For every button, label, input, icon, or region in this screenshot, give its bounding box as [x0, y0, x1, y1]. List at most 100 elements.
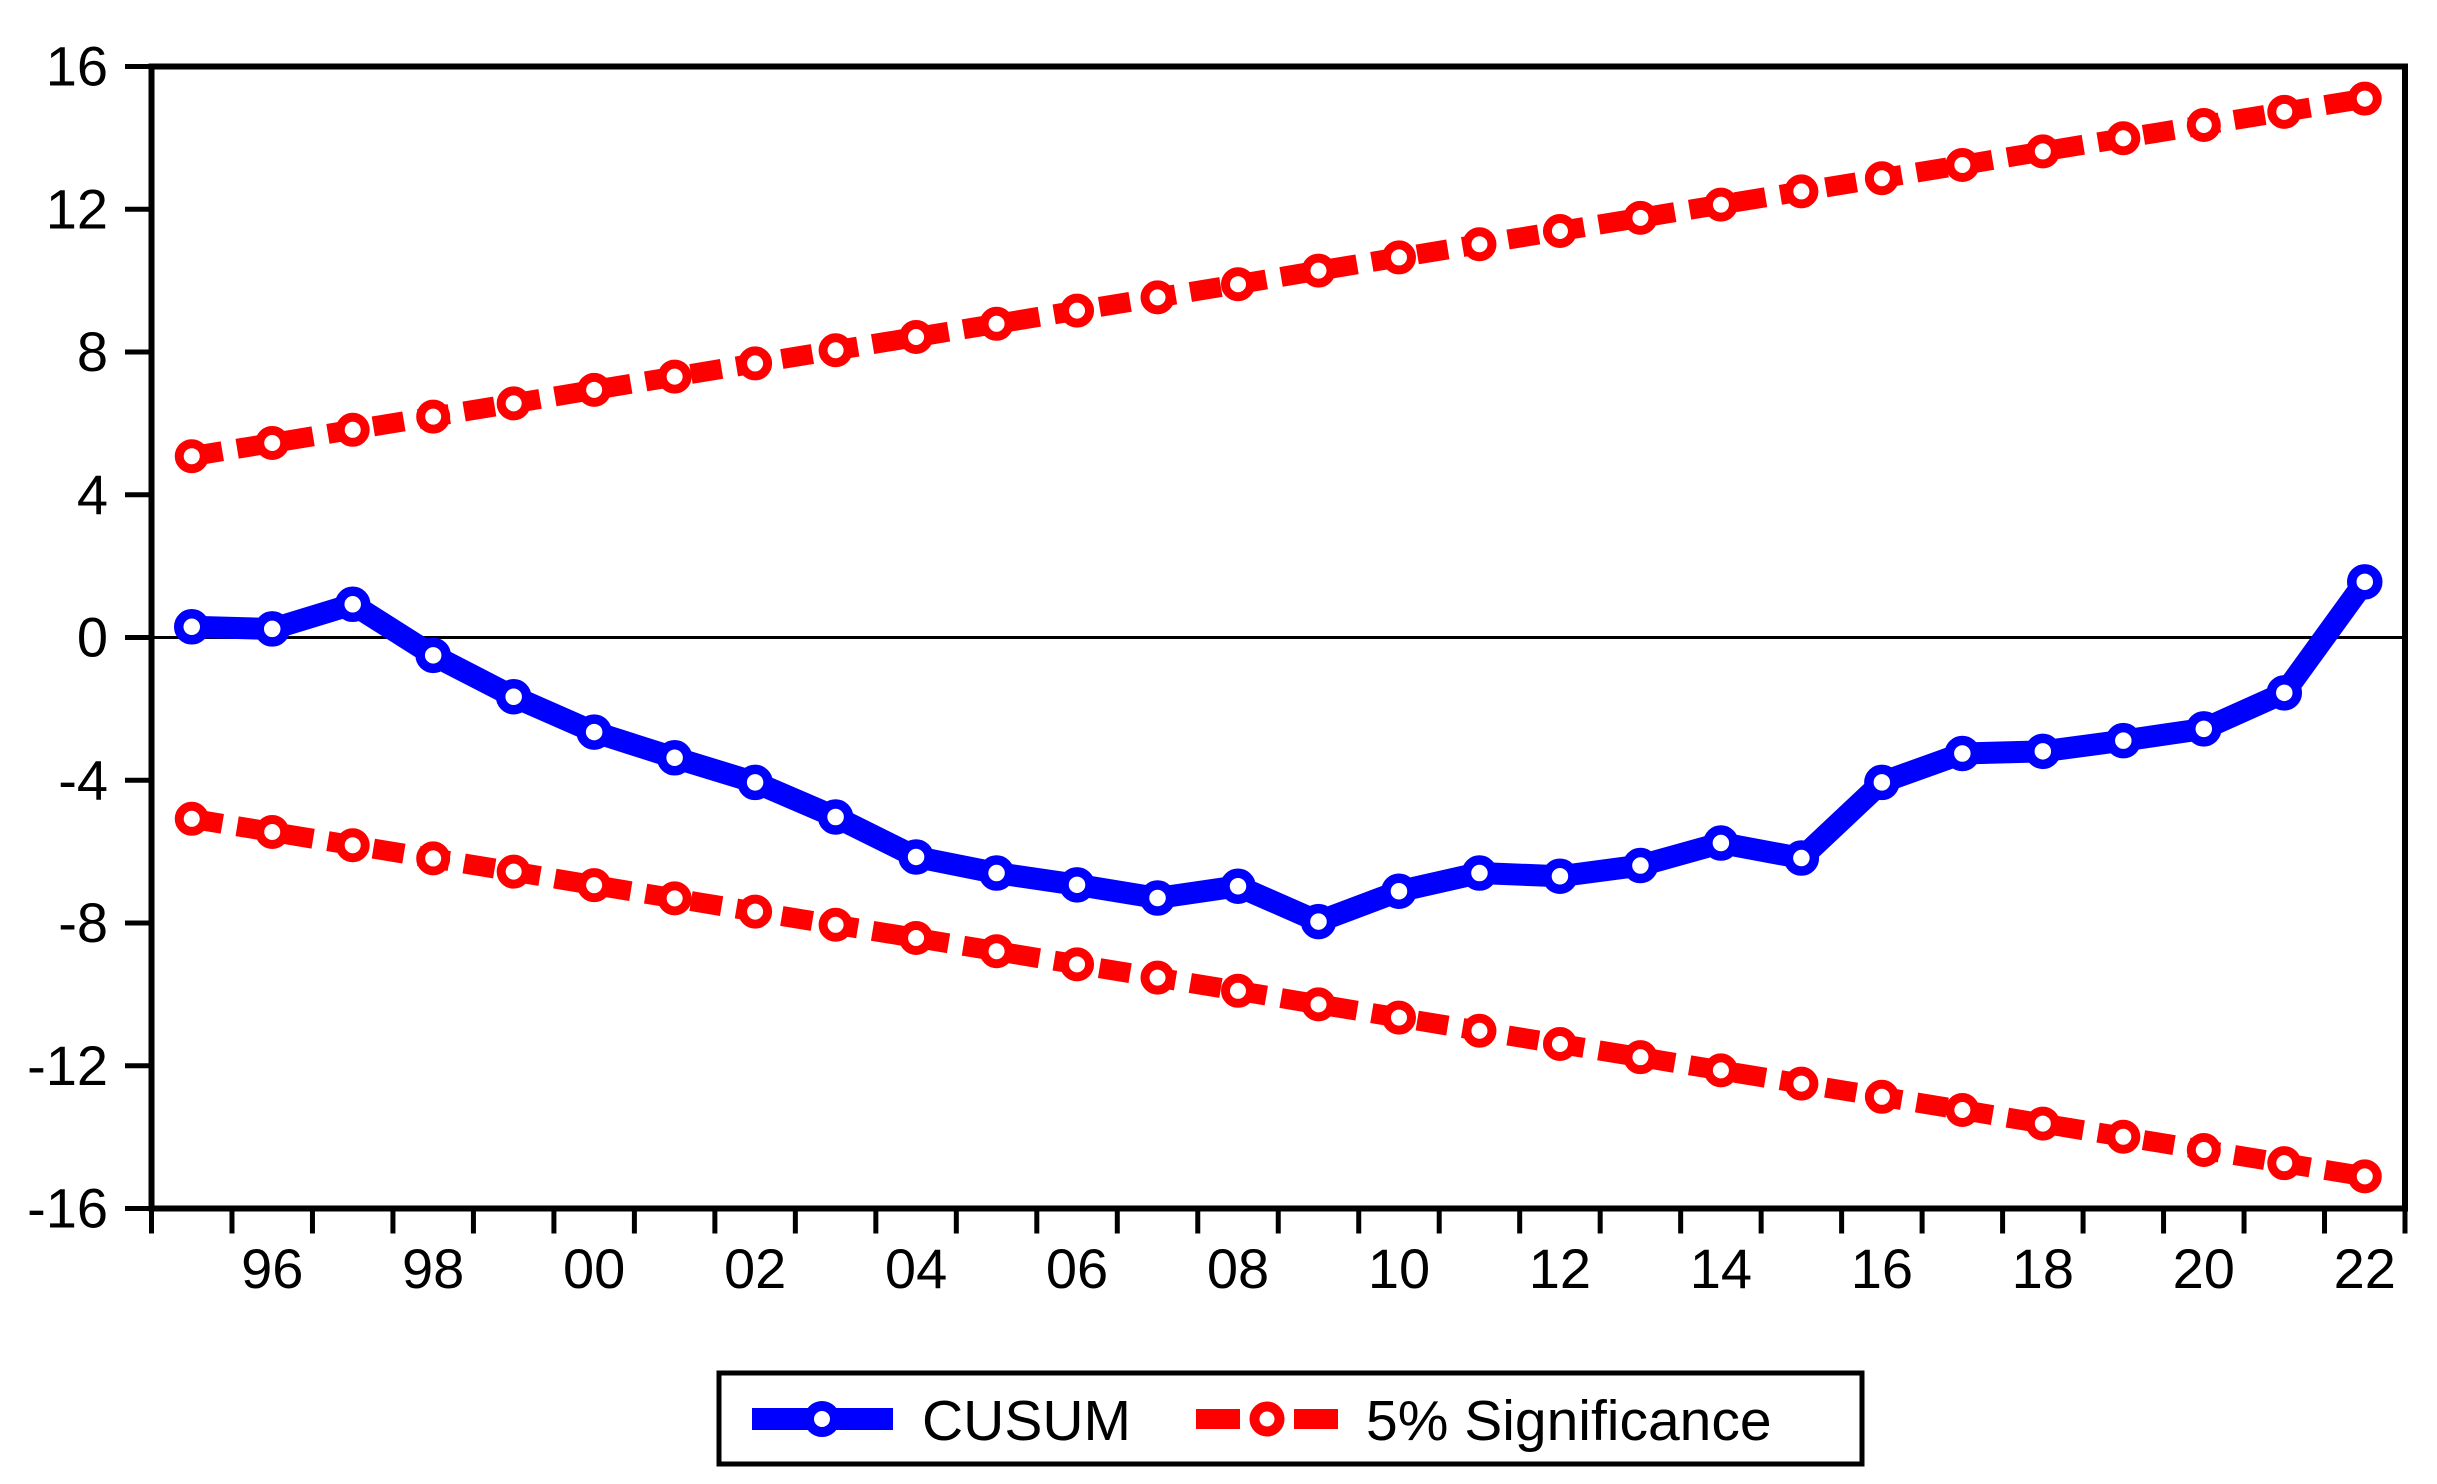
x-axis-labels: 96 98 00 02 04 06 08 10 12 14 16 18 20 22 [241, 1237, 2396, 1300]
significance-bound-marker [1221, 973, 1256, 1008]
x-tick-label: 22 [2334, 1237, 2396, 1300]
x-tick-label: 06 [1046, 1237, 1108, 1300]
significance-bound-marker [2186, 108, 2221, 143]
y-tick-label: 16 [46, 35, 108, 98]
significance-bound-marker [1623, 200, 1658, 235]
significance-bound-marker [1140, 280, 1175, 315]
significance-bound-marker [818, 333, 853, 368]
significance-bound-marker [2025, 134, 2060, 169]
x-tick-label: 12 [1529, 1237, 1591, 1300]
significance-bound-marker [577, 868, 612, 903]
cusum-marker [1300, 903, 1337, 940]
x-tick-label: 10 [1368, 1237, 1430, 1300]
significance-bound-marker [174, 801, 209, 836]
significance-bound-marker [1784, 174, 1819, 209]
cusum-marker [1944, 735, 1981, 772]
legend: CUSUM 5% Significance [716, 1370, 1865, 1467]
significance-bound-marker [2106, 121, 2141, 156]
cusum-marker [495, 678, 532, 715]
significance-bound-marker [255, 814, 290, 849]
x-tick-label: 20 [2173, 1237, 2235, 1300]
significance-bound-marker [2025, 1106, 2060, 1141]
significance-bound-marker [1462, 227, 1497, 262]
significance-bound-marker [496, 854, 531, 889]
upper-bound-series [174, 81, 2382, 474]
y-tick-label: -4 [58, 748, 108, 811]
legend-box [716, 1370, 1865, 1467]
cusum-marker [1783, 840, 1820, 876]
significance-bound-marker [335, 828, 370, 863]
significance-bound-marker [1381, 240, 1416, 275]
x-axis-ticks [149, 1208, 2408, 1234]
significance-bound-marker [2347, 1159, 2382, 1194]
significance-bound-marker [1381, 1000, 1416, 1035]
legend-significance-label: 5% Significance [1366, 1389, 1772, 1453]
x-tick-label: 14 [1690, 1237, 1752, 1300]
significance-bound-marker [1301, 253, 1336, 288]
cusum-marker [1864, 764, 1900, 801]
significance-bound-marker [2106, 1119, 2141, 1154]
significance-bound-marker [1945, 147, 1980, 182]
significance-bound-marker [416, 399, 451, 434]
y-tick-label: -8 [58, 891, 108, 954]
significance-bound-marker [2267, 94, 2302, 129]
cusum-marker [656, 740, 693, 776]
cusum-marker [817, 799, 854, 835]
significance-bound-marker [174, 439, 209, 474]
significance-bound-marker [657, 359, 692, 394]
x-tick-label: 16 [1851, 1237, 1913, 1300]
significance-bound-marker [1060, 293, 1095, 328]
cusum-marker [173, 609, 210, 645]
significance-bound-marker [1542, 1026, 1577, 1061]
x-tick-label: 04 [885, 1237, 947, 1300]
significance-bound-marker [577, 372, 612, 407]
significance-bound-marker [979, 306, 1014, 341]
y-tick-label: 8 [77, 320, 108, 383]
significance-bound-marker [738, 894, 773, 929]
cusum-marker [1220, 868, 1256, 904]
cusum-marker [1059, 867, 1095, 903]
y-axis-labels: 16 12 8 4 0 -4 -8 -12 -16 [27, 35, 108, 1240]
cusum-marker [1381, 873, 1417, 909]
cusum-marker [2025, 733, 2061, 770]
y-tick-label: -16 [27, 1177, 108, 1240]
y-tick-label: -12 [27, 1034, 108, 1097]
significance-bound-marker [899, 920, 934, 955]
significance-bound-marker [1542, 214, 1577, 249]
x-tick-label: 98 [402, 1237, 464, 1300]
significance-bound-marker [1703, 1053, 1738, 1088]
cusum-marker [1139, 880, 1176, 916]
significance-bound-marker [1864, 161, 1899, 196]
cusum-series [173, 564, 2383, 940]
cusum-marker [2105, 722, 2142, 759]
significance-bound-marker [818, 907, 853, 942]
x-tick-label: 08 [1207, 1237, 1269, 1300]
significance-bound-marker [1784, 1066, 1819, 1101]
significance-bound-marker [335, 412, 370, 447]
significance-bound-marker [1221, 267, 1256, 302]
significance-bound-marker [1864, 1079, 1899, 1114]
cusum-marker [898, 839, 934, 875]
cusum-marker [254, 611, 290, 647]
cusum-marker [1703, 825, 1739, 861]
significance-bound-marker [1301, 987, 1336, 1022]
significance-bound-marker [1462, 1013, 1497, 1048]
cusum-marker [576, 714, 612, 750]
significance-bound-marker [657, 881, 692, 916]
cusum-line [191, 575, 2374, 933]
cusum-marker [2347, 564, 2383, 600]
significance-bound-marker [1623, 1040, 1658, 1075]
x-tick-label: 96 [241, 1237, 303, 1300]
cusum-marker [2186, 711, 2222, 747]
legend-cusum-marker-icon [804, 1401, 840, 1437]
cusum-marker [2266, 675, 2303, 711]
significance-bound-marker [2186, 1132, 2221, 1167]
significance-bound-marker [1060, 947, 1095, 982]
cusum-marker [737, 764, 773, 801]
significance-bound-marker [416, 841, 451, 876]
cusum-marker [1461, 855, 1498, 891]
legend-cusum-label: CUSUM [922, 1389, 1131, 1453]
significance-bound-marker [2347, 81, 2382, 116]
